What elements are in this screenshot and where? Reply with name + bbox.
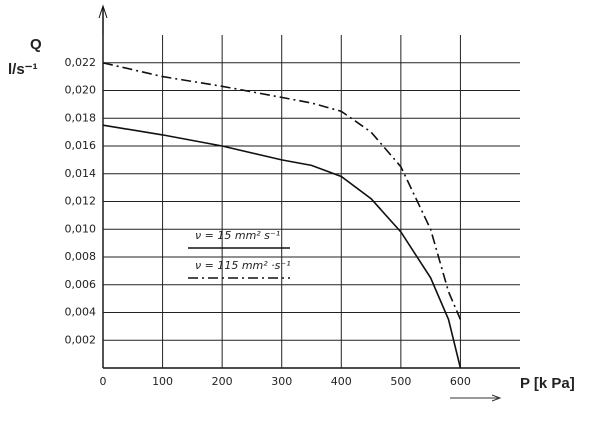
y-unit: l/s⁻¹ [8, 61, 38, 78]
y-tick-label: 0,010 [65, 222, 97, 235]
x-tick-label: 600 [450, 375, 471, 388]
x-tick-label: 400 [331, 375, 352, 388]
x-label: P [k Pa] [520, 375, 575, 392]
y-tick-label: 0,016 [65, 139, 97, 152]
x-tick-label: 200 [212, 375, 233, 388]
y-tick-label: 0,020 [65, 84, 97, 97]
y-tick-label: 0,014 [65, 167, 97, 180]
y-label: Q [30, 36, 42, 53]
series-line [102, 62, 462, 320]
legend-label: ν = 15 mm² s⁻¹ [195, 229, 280, 242]
y-tick-label: 0,018 [65, 111, 97, 124]
y-tick-label: 0,006 [65, 278, 97, 291]
y-tick-label: 0,022 [65, 56, 97, 69]
x-arrow-head [491, 394, 502, 402]
y-tick-label: 0,004 [65, 306, 97, 319]
legend-label: ν = 115 mm² ·s⁻¹ [195, 259, 291, 272]
x-tick-label: 100 [152, 375, 173, 388]
y-tick-label: 0,008 [65, 250, 97, 263]
y-arrow [98, 4, 108, 19]
y-tick-label: 0,002 [65, 333, 97, 346]
x-tick-label: 0 [100, 375, 107, 388]
x-tick-label: 500 [390, 375, 411, 388]
y-tick-label: 0,012 [65, 195, 97, 208]
series-line [102, 124, 462, 369]
x-tick-label: 300 [271, 375, 292, 388]
